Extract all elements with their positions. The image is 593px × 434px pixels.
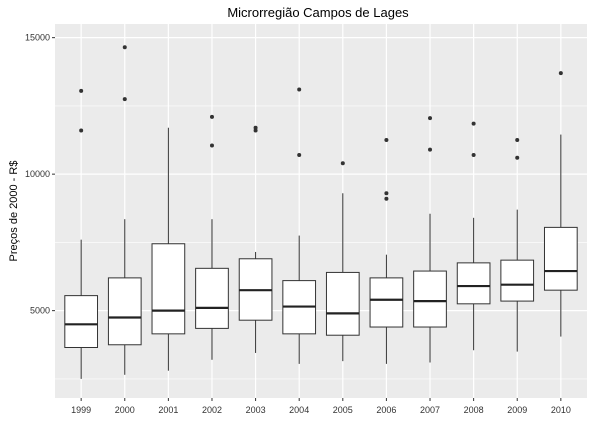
box-2008 xyxy=(456,121,491,351)
box-iqr xyxy=(413,270,447,328)
box-iqr xyxy=(151,243,186,335)
box-2003 xyxy=(238,125,273,353)
x-tick-label: 2010 xyxy=(551,405,571,415)
outlier-point xyxy=(515,138,520,143)
y-axis-label: Preços de 2000 - R$ xyxy=(8,161,20,262)
outlier-point xyxy=(209,143,214,148)
outlier-point xyxy=(384,138,389,143)
outlier-point xyxy=(471,121,476,126)
x-tick-label: 1999 xyxy=(71,405,91,415)
outlier-point xyxy=(79,128,84,133)
box-iqr xyxy=(195,267,229,329)
y-axis: 5000 10000 15000 xyxy=(25,33,55,316)
box-2004 xyxy=(282,87,317,364)
plot-panel xyxy=(55,24,587,398)
x-tick-label: 2000 xyxy=(115,405,135,415)
box-2006 xyxy=(369,138,404,364)
x-axis: 1999 2000 2001 2002 2003 2004 2005 2006 2007 2008… xyxy=(71,398,571,415)
y-tick-label: 5000 xyxy=(30,306,50,316)
box-2007 xyxy=(413,116,447,363)
chart-title: Microrregião Campos de Lages xyxy=(227,5,409,20)
box-2000 xyxy=(107,45,142,375)
outlier-point xyxy=(471,153,476,158)
box-2005 xyxy=(325,161,360,362)
box-series xyxy=(64,45,578,379)
x-tick-label: 2005 xyxy=(333,405,353,415)
outlier-point xyxy=(384,191,389,196)
box-2009 xyxy=(500,138,535,352)
x-tick-label: 2007 xyxy=(420,405,440,415)
box-iqr xyxy=(456,262,491,305)
outlier-point xyxy=(384,196,389,201)
y-tick-label: 15000 xyxy=(25,33,50,43)
box-2001 xyxy=(151,127,186,371)
minor-gridlines xyxy=(55,105,587,380)
outlier-point xyxy=(122,97,127,102)
box-iqr xyxy=(543,226,578,291)
outlier-point xyxy=(297,87,302,92)
x-tick-label: 2009 xyxy=(507,405,527,415)
x-tick-label: 2004 xyxy=(289,405,309,415)
x-tick-label: 2001 xyxy=(158,405,178,415)
outlier-point xyxy=(515,155,520,160)
box-iqr xyxy=(325,271,360,336)
y-tick-label: 10000 xyxy=(25,169,50,179)
outlier-point xyxy=(340,161,345,166)
outlier-point xyxy=(122,45,127,50)
outlier-point xyxy=(297,153,302,158)
x-tick-label: 2006 xyxy=(376,405,396,415)
x-tick-label: 2003 xyxy=(246,405,266,415)
box-iqr xyxy=(500,259,535,302)
x-tick-label: 2008 xyxy=(464,405,484,415)
box-2002 xyxy=(195,114,229,360)
outlier-point xyxy=(558,71,563,76)
box-1999 xyxy=(64,88,99,379)
outlier-point xyxy=(253,125,258,130)
box-iqr xyxy=(107,277,142,346)
box-2010 xyxy=(543,71,578,337)
box-iqr xyxy=(64,295,99,348)
x-tick-label: 2002 xyxy=(202,405,222,415)
outlier-point xyxy=(428,116,433,121)
outlier-point xyxy=(79,88,84,93)
outlier-point xyxy=(428,147,433,152)
box-iqr xyxy=(369,277,404,328)
outlier-point xyxy=(209,114,214,119)
